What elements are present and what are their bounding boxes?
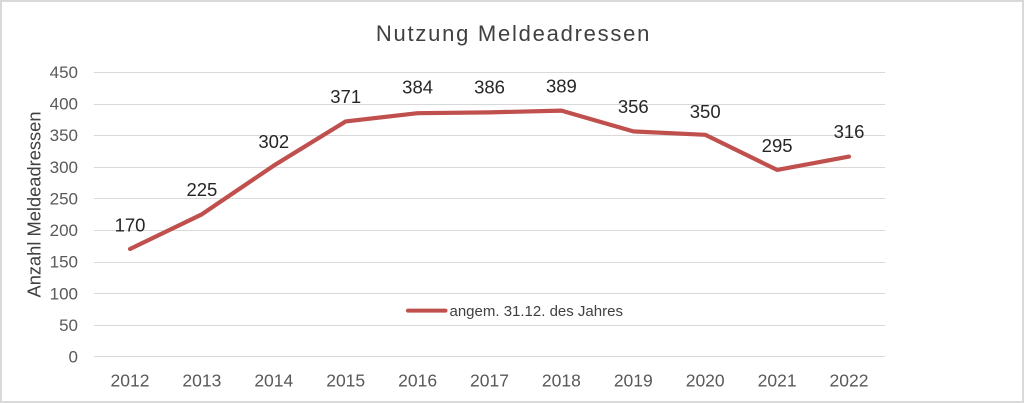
svg-text:389: 389 <box>546 76 577 97</box>
svg-text:371: 371 <box>330 86 361 107</box>
svg-text:150: 150 <box>50 253 78 272</box>
svg-text:2021: 2021 <box>758 371 797 391</box>
svg-text:angem. 31.12. des Jahres: angem. 31.12. des Jahres <box>450 303 623 320</box>
svg-text:Anzahl Meldeadressen: Anzahl Meldeadressen <box>23 112 44 298</box>
svg-text:400: 400 <box>50 95 78 114</box>
svg-text:450: 450 <box>50 63 78 82</box>
svg-text:2017: 2017 <box>470 371 509 391</box>
svg-text:2015: 2015 <box>326 371 365 391</box>
svg-text:2013: 2013 <box>182 371 221 391</box>
svg-text:50: 50 <box>59 316 78 335</box>
svg-text:2019: 2019 <box>614 371 653 391</box>
svg-text:170: 170 <box>115 215 146 236</box>
svg-text:2018: 2018 <box>542 371 581 391</box>
svg-text:100: 100 <box>50 284 78 303</box>
svg-text:2020: 2020 <box>686 371 725 391</box>
svg-text:302: 302 <box>258 131 289 152</box>
svg-text:386: 386 <box>474 76 505 97</box>
svg-text:295: 295 <box>762 135 793 156</box>
svg-text:316: 316 <box>834 121 865 142</box>
svg-text:384: 384 <box>402 76 433 97</box>
svg-text:225: 225 <box>186 179 217 200</box>
svg-text:356: 356 <box>618 96 649 117</box>
svg-text:2014: 2014 <box>254 371 293 391</box>
svg-text:Nutzung Meldeadressen: Nutzung Meldeadressen <box>376 21 651 46</box>
svg-text:300: 300 <box>50 158 78 177</box>
svg-text:350: 350 <box>690 101 721 122</box>
svg-text:350: 350 <box>50 126 78 145</box>
svg-text:200: 200 <box>50 221 78 240</box>
svg-text:250: 250 <box>50 189 78 208</box>
svg-text:2022: 2022 <box>830 371 869 391</box>
svg-text:2016: 2016 <box>398 371 437 391</box>
svg-text:0: 0 <box>69 348 78 367</box>
svg-text:2012: 2012 <box>111 371 150 391</box>
